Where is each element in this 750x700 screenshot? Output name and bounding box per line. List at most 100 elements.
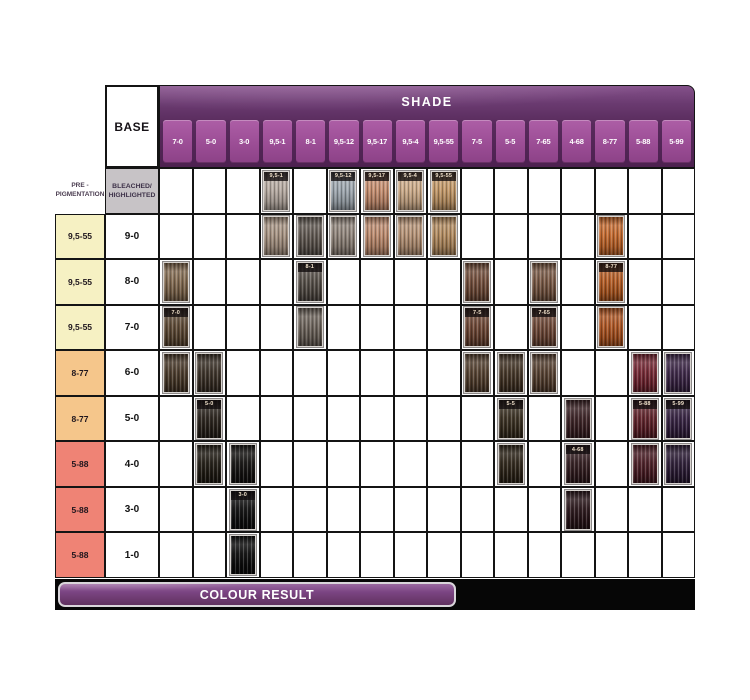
shade-column-header: 9,5-12 xyxy=(329,120,359,163)
result-cell xyxy=(594,168,628,214)
result-cell xyxy=(594,486,628,533)
hair-swatch: 9,5-1 xyxy=(263,170,290,211)
colour-result-banner: COLOUR RESULT xyxy=(58,582,456,607)
hair-swatch: 7-0 xyxy=(162,307,189,348)
result-cell: 7-0 xyxy=(159,304,193,351)
base-cell: 7-0 xyxy=(105,304,159,351)
result-cell xyxy=(628,532,662,578)
result-cell: 5-5 xyxy=(494,395,528,442)
result-cell xyxy=(226,304,260,351)
result-cell: 9,5-55 xyxy=(427,168,461,214)
pre-pigmentation-column-label: PRE - PIGMENTATION xyxy=(55,168,105,214)
hair-swatch xyxy=(296,307,323,348)
shade-column-header: 8-77 xyxy=(595,120,625,163)
result-cell xyxy=(259,350,293,396)
result-cell xyxy=(628,441,662,487)
result-cell xyxy=(393,532,427,578)
hair-swatch: 5-0 xyxy=(196,398,223,439)
result-cell: 4-68 xyxy=(561,441,595,487)
result-cell xyxy=(192,350,226,396)
result-cell: 9,5-12 xyxy=(326,168,360,214)
result-cell xyxy=(159,486,193,533)
result-cell xyxy=(661,259,695,305)
result-cell xyxy=(561,395,595,442)
shade-column-header: 7-65 xyxy=(528,120,558,163)
result-cell xyxy=(259,395,293,442)
hair-swatch: 9,5-17 xyxy=(363,170,390,211)
base-cell: 5-0 xyxy=(105,395,159,442)
result-cell xyxy=(326,259,360,305)
result-cell xyxy=(293,395,327,442)
shade-column-header: 5-5 xyxy=(495,120,525,163)
hair-swatch xyxy=(162,352,189,393)
result-cell xyxy=(360,350,394,396)
result-cell xyxy=(460,486,494,533)
pre-pigmentation-cell: 9,5-55 xyxy=(55,259,105,305)
result-cell xyxy=(226,441,260,487)
swatch-label: 5-5 xyxy=(498,399,523,409)
result-cell xyxy=(360,259,394,305)
hair-swatch: 8-1 xyxy=(296,261,323,302)
result-cell xyxy=(494,304,528,351)
hair-swatch xyxy=(564,489,591,530)
result-cell xyxy=(527,168,561,214)
result-cell xyxy=(326,532,360,578)
result-cell xyxy=(293,168,327,214)
result-cell xyxy=(494,486,528,533)
result-cell xyxy=(360,486,394,533)
result-cell xyxy=(393,304,427,351)
result-cell xyxy=(460,350,494,396)
result-cell xyxy=(594,395,628,442)
result-cell xyxy=(159,168,193,214)
hair-swatch xyxy=(363,216,390,257)
shade-header-panel: SHADE 7-0 5-0 3-0 9,5-1 8-1 9,5-12 9,5-17 9,5-4… xyxy=(159,85,695,168)
hair-swatch: 3-0 xyxy=(229,489,256,530)
result-cell xyxy=(293,486,327,533)
bleached-label-line: HIGHLIGHTED xyxy=(108,191,156,199)
hair-swatch xyxy=(464,261,491,302)
hair-swatch xyxy=(464,352,491,393)
pre-pigmentation-cell: 9,5-55 xyxy=(55,213,105,260)
result-cell xyxy=(393,213,427,260)
result-cell xyxy=(427,304,461,351)
bleached-highlighted-cell: BLEACHED/HIGHLIGHTED xyxy=(105,168,159,214)
result-cell xyxy=(293,532,327,578)
shade-column-header: 5-88 xyxy=(628,120,658,163)
hair-swatch xyxy=(531,352,558,393)
result-cell xyxy=(259,304,293,351)
result-cell xyxy=(594,532,628,578)
result-cell xyxy=(460,441,494,487)
colour-result-strip: COLOUR RESULT xyxy=(55,579,695,610)
result-cell xyxy=(159,532,193,578)
result-cell xyxy=(561,213,595,260)
result-cell: 3-0 xyxy=(226,486,260,533)
base-header: BASE xyxy=(105,85,159,168)
result-cell xyxy=(527,532,561,578)
hair-swatch: 7-65 xyxy=(531,307,558,348)
pre-pigmentation-cell: 9,5-55 xyxy=(55,304,105,351)
hair-swatch xyxy=(196,352,223,393)
result-cell xyxy=(427,532,461,578)
result-cell xyxy=(159,259,193,305)
result-cell xyxy=(661,532,695,578)
result-cell xyxy=(326,213,360,260)
result-cell: 9,5-1 xyxy=(259,168,293,214)
result-cell xyxy=(326,441,360,487)
shade-column-header: 7-0 xyxy=(163,120,193,163)
shade-columns-row: 7-0 5-0 3-0 9,5-1 8-1 9,5-12 9,5-17 9,5-4 9,5-55… xyxy=(162,119,692,164)
result-cell xyxy=(326,304,360,351)
result-cell: 7-65 xyxy=(527,304,561,351)
result-cell xyxy=(226,395,260,442)
result-cell xyxy=(226,532,260,578)
result-cell xyxy=(661,441,695,487)
hair-swatch: 7-5 xyxy=(464,307,491,348)
base-cell: 4-0 xyxy=(105,441,159,487)
result-cell: 9,5-4 xyxy=(393,168,427,214)
result-cell xyxy=(561,259,595,305)
hair-swatch xyxy=(497,352,524,393)
result-cell xyxy=(661,350,695,396)
hair-swatch: 9,5-55 xyxy=(430,170,457,211)
shade-column-header: 9,5-1 xyxy=(262,120,292,163)
hair-swatch: 5-88 xyxy=(631,398,658,439)
hair-swatch: 8-77 xyxy=(598,261,625,302)
